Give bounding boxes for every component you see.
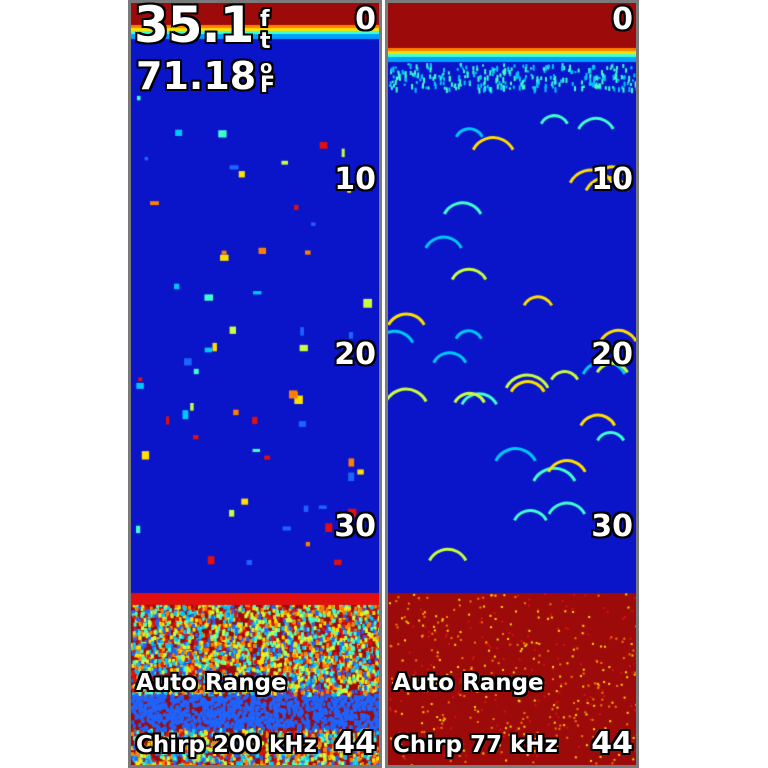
depth-unit-t: t [260, 29, 271, 54]
depth-tick-30: 30 [591, 509, 633, 544]
sonar-image-77khz [388, 3, 636, 765]
depth-tick-30: 30 [334, 509, 376, 544]
depth-tick-10: 10 [591, 162, 633, 197]
sonar-panel-200khz[interactable]: 35.1 f t 71.18 o F 0 10 20 30 Auto Range… [128, 0, 382, 768]
water-temperature: 71.18 [136, 54, 257, 98]
range-mode-label: Auto Range [136, 670, 287, 696]
range-mode-label: Auto Range [393, 670, 544, 696]
depth-tick-0: 0 [355, 2, 376, 37]
frequency-label: Chirp 200 kHz [136, 732, 317, 758]
degree-symbol: o [260, 57, 273, 78]
temperature-unit-f: F [260, 73, 276, 98]
range-max-label: 44 [334, 726, 376, 761]
depth-tick-0: 0 [612, 2, 633, 37]
depth-unit-f: f [260, 7, 270, 32]
depth-tick-20: 20 [334, 337, 376, 372]
sonar-image-200khz [131, 3, 379, 765]
sonar-panel-77khz[interactable]: 0 10 20 30 Auto Range Chirp 77 kHz 44 [385, 0, 639, 768]
depth-tick-10: 10 [334, 162, 376, 197]
frequency-label: Chirp 77 kHz [393, 732, 558, 758]
depth-readout: 35.1 [134, 0, 254, 54]
depth-tick-20: 20 [591, 337, 633, 372]
range-max-label: 44 [591, 726, 633, 761]
